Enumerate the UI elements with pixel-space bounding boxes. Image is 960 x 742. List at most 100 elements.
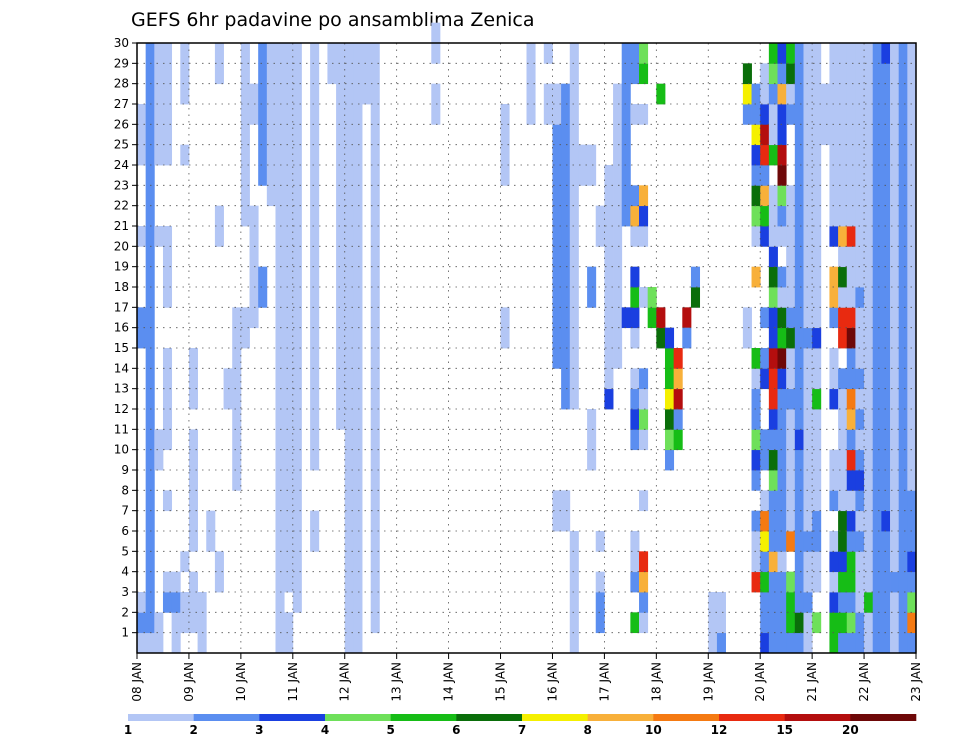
heatmap-cell [353, 185, 363, 207]
y-tick-label: 12 [114, 402, 129, 416]
heatmap-cell [864, 551, 874, 573]
heatmap-cell [266, 144, 276, 166]
heatmap-cell [803, 592, 813, 613]
heatmap-cell [284, 287, 294, 308]
heatmap-cell [353, 144, 363, 166]
heatmap-cell [569, 266, 579, 288]
heatmap-cell [855, 388, 865, 410]
heatmap-cell [639, 287, 649, 308]
heatmap-cell [864, 43, 874, 64]
heatmap-cell [855, 307, 865, 329]
heatmap-cell [812, 124, 822, 146]
heatmap-cell [587, 266, 597, 288]
heatmap-cell [370, 592, 380, 613]
colorbar-label: 7 [518, 723, 526, 737]
heatmap-cell [890, 266, 900, 288]
heatmap-cell [569, 63, 579, 85]
heatmap-cell [578, 165, 588, 186]
heatmap-cell [786, 246, 796, 268]
heatmap-cell [249, 287, 259, 308]
heatmap-cell [890, 327, 900, 349]
heatmap-cell [370, 571, 380, 593]
heatmap-cell [812, 205, 822, 227]
heatmap-cell [275, 612, 285, 634]
heatmap-cell [353, 368, 363, 390]
heatmap-cell [829, 490, 839, 512]
x-tick-label: 14 JAN [442, 662, 456, 702]
heatmap-cell [232, 368, 242, 390]
heatmap-cell [768, 226, 778, 247]
heatmap-cell [310, 429, 320, 451]
heatmap-cell [223, 368, 233, 390]
heatmap-cell [353, 104, 363, 125]
heatmap-cell [223, 388, 233, 410]
heatmap-cell [864, 266, 874, 288]
heatmap-cell [855, 205, 865, 227]
heatmap-cell [604, 205, 614, 227]
heatmap-cell [292, 531, 302, 552]
colorbar-swatch [456, 714, 523, 721]
heatmap-cell [344, 226, 354, 247]
heatmap-cell [206, 510, 216, 532]
heatmap-cell [872, 144, 882, 166]
heatmap-cell [284, 632, 294, 654]
heatmap-cell [145, 327, 155, 349]
heatmap-cell [240, 104, 250, 125]
heatmap-cell [292, 409, 302, 430]
heatmap-cell [162, 124, 173, 146]
heatmap-cell [768, 470, 778, 491]
heatmap-cell [881, 470, 891, 491]
heatmap-cell [284, 531, 294, 552]
heatmap-cell [786, 409, 796, 430]
heatmap-cell [344, 104, 354, 125]
y-tick-label: 7 [121, 504, 129, 518]
colorbar-label: 12 [711, 723, 728, 737]
heatmap-cell [751, 83, 761, 105]
heatmap-cell [855, 592, 865, 613]
heatmap-cell [664, 409, 675, 430]
heatmap-cell [846, 63, 856, 85]
heatmap-cell [162, 226, 173, 247]
heatmap-cell [188, 470, 198, 491]
heatmap-cell [838, 165, 848, 186]
heatmap-cell [742, 63, 752, 85]
y-tick-label: 29 [114, 56, 129, 70]
heatmap-cell [768, 185, 778, 207]
heatmap-cell [145, 632, 155, 654]
x-tick-label: 22 JAN [857, 662, 871, 702]
heatmap-cell [630, 266, 640, 288]
heatmap-cell [275, 531, 285, 552]
heatmap-cell [621, 205, 631, 227]
heatmap-cell [768, 612, 778, 634]
heatmap-cell [240, 144, 250, 166]
y-tick-label: 18 [114, 280, 129, 294]
heatmap-cell [812, 348, 822, 369]
heatmap-cell [500, 307, 510, 329]
heatmap-cell [630, 571, 640, 593]
heatmap-cell [344, 165, 354, 186]
heatmap-cell [777, 531, 787, 552]
heatmap-cell [829, 144, 839, 166]
heatmap-cell [284, 144, 294, 166]
heatmap-cell [803, 165, 813, 186]
heatmap-cell [344, 348, 354, 369]
heatmap-cell [370, 551, 380, 573]
heatmap-cell [881, 510, 891, 532]
heatmap-cell [275, 409, 285, 430]
heatmap-cell [266, 83, 276, 105]
heatmap-cell [630, 409, 640, 430]
heatmap-cell [838, 185, 848, 207]
heatmap-cell [543, 104, 553, 125]
heatmap-cell [137, 307, 147, 329]
heatmap-cell [353, 510, 363, 532]
heatmap-cell [344, 287, 354, 308]
heatmap-cell [890, 124, 900, 146]
heatmap-cell [794, 531, 804, 552]
heatmap-cell [838, 429, 848, 451]
heatmap-cell [829, 287, 839, 308]
heatmap-cell [630, 205, 640, 227]
heatmap-cell [803, 490, 813, 512]
heatmap-cell [786, 449, 796, 471]
heatmap-cell [872, 83, 882, 105]
heatmap-cell [162, 490, 173, 512]
